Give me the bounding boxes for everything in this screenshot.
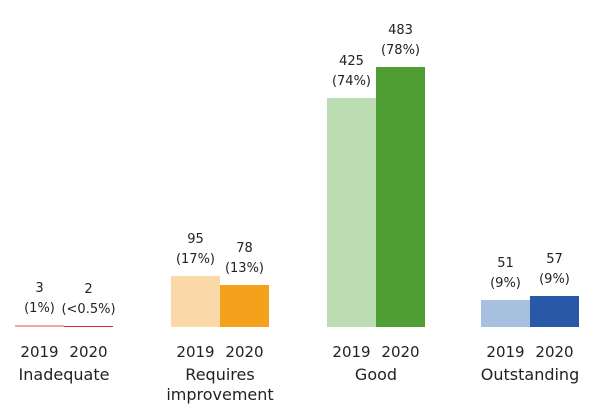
bar (64, 325, 113, 327)
share-label: (13%) (224, 261, 265, 276)
bar (481, 299, 530, 327)
value-label: 57 (546, 252, 563, 268)
category-label: Inadequate (18, 365, 110, 384)
bar (220, 285, 269, 327)
share-label: (74%) (331, 74, 372, 90)
value-label: 3 (35, 281, 44, 297)
year-label: 2019 (20, 343, 59, 361)
share-label: (<0.5%) (61, 301, 116, 317)
share-label: (1%) (24, 301, 55, 317)
bar (327, 98, 376, 327)
share-label: (17%) (175, 251, 216, 267)
value-label: 425 (339, 54, 364, 70)
category-label: Outstanding (480, 365, 580, 384)
value-label: 78 (236, 241, 253, 256)
year-label: 2020 (381, 343, 420, 361)
year-label: 2019 (332, 343, 371, 361)
year-label: 2020 (225, 343, 264, 361)
year-label: 2020 (69, 343, 108, 361)
category-label: Requires improvement (166, 365, 274, 404)
share-label: (9%) (490, 275, 521, 291)
value-label: 95 (187, 231, 204, 247)
bar (15, 325, 64, 327)
category-label: Good (354, 365, 398, 384)
year-label: 2019 (176, 343, 215, 361)
share-label: (78%) (380, 43, 421, 58)
value-label: 51 (497, 255, 514, 271)
value-label: 483 (388, 23, 413, 38)
year-label: 2019 (486, 343, 525, 361)
bar (376, 67, 425, 327)
bar (171, 275, 220, 327)
share-label: (9%) (539, 272, 570, 288)
bar (530, 296, 579, 327)
value-label: 2 (84, 281, 93, 297)
year-label: 2020 (535, 343, 574, 361)
